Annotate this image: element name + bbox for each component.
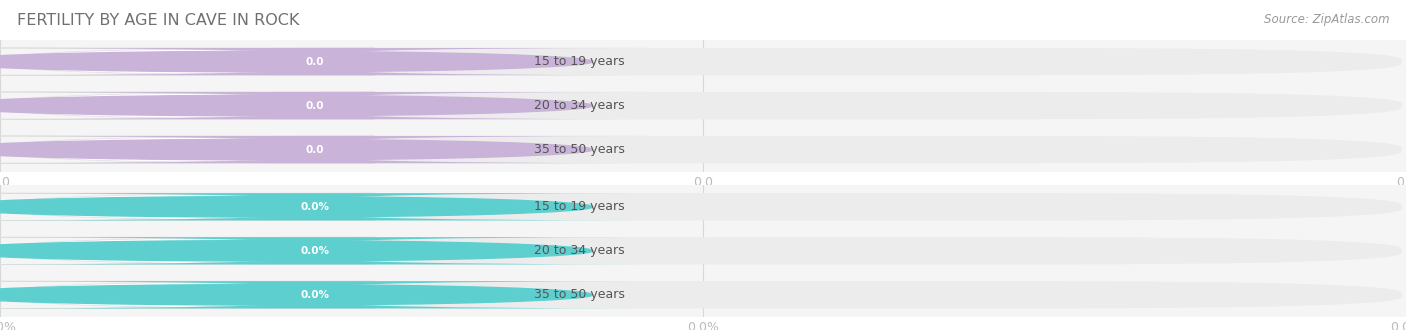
FancyBboxPatch shape [4, 193, 1402, 220]
FancyBboxPatch shape [4, 281, 1402, 309]
Circle shape [0, 197, 592, 217]
Text: 0.0: 0.0 [305, 145, 325, 154]
FancyBboxPatch shape [0, 237, 374, 264]
Text: 35 to 50 years: 35 to 50 years [534, 143, 626, 156]
FancyBboxPatch shape [0, 237, 652, 264]
FancyBboxPatch shape [0, 136, 374, 163]
Text: 15 to 19 years: 15 to 19 years [534, 55, 624, 68]
Circle shape [0, 241, 592, 261]
FancyBboxPatch shape [0, 193, 652, 220]
Text: FERTILITY BY AGE IN CAVE IN ROCK: FERTILITY BY AGE IN CAVE IN ROCK [17, 13, 299, 28]
FancyBboxPatch shape [0, 281, 652, 309]
FancyBboxPatch shape [0, 48, 374, 75]
Text: 0.0%: 0.0% [301, 246, 329, 256]
FancyBboxPatch shape [4, 237, 1402, 264]
FancyBboxPatch shape [0, 193, 374, 220]
FancyBboxPatch shape [0, 92, 374, 119]
Circle shape [0, 51, 592, 72]
Circle shape [0, 95, 592, 116]
FancyBboxPatch shape [0, 281, 374, 309]
Text: 35 to 50 years: 35 to 50 years [534, 288, 626, 301]
Text: 20 to 34 years: 20 to 34 years [534, 244, 624, 257]
FancyBboxPatch shape [0, 136, 652, 163]
Circle shape [0, 284, 592, 305]
FancyBboxPatch shape [4, 48, 1402, 75]
Text: 0.0%: 0.0% [301, 202, 329, 212]
FancyBboxPatch shape [0, 48, 652, 75]
FancyBboxPatch shape [0, 92, 652, 119]
FancyBboxPatch shape [4, 136, 1402, 163]
Text: 0.0: 0.0 [305, 57, 325, 67]
Text: Source: ZipAtlas.com: Source: ZipAtlas.com [1264, 13, 1389, 26]
Circle shape [0, 139, 592, 160]
Text: 0.0: 0.0 [305, 101, 325, 111]
Text: 15 to 19 years: 15 to 19 years [534, 200, 624, 213]
Text: 20 to 34 years: 20 to 34 years [534, 99, 624, 112]
Text: 0.0%: 0.0% [301, 290, 329, 300]
FancyBboxPatch shape [4, 92, 1402, 119]
